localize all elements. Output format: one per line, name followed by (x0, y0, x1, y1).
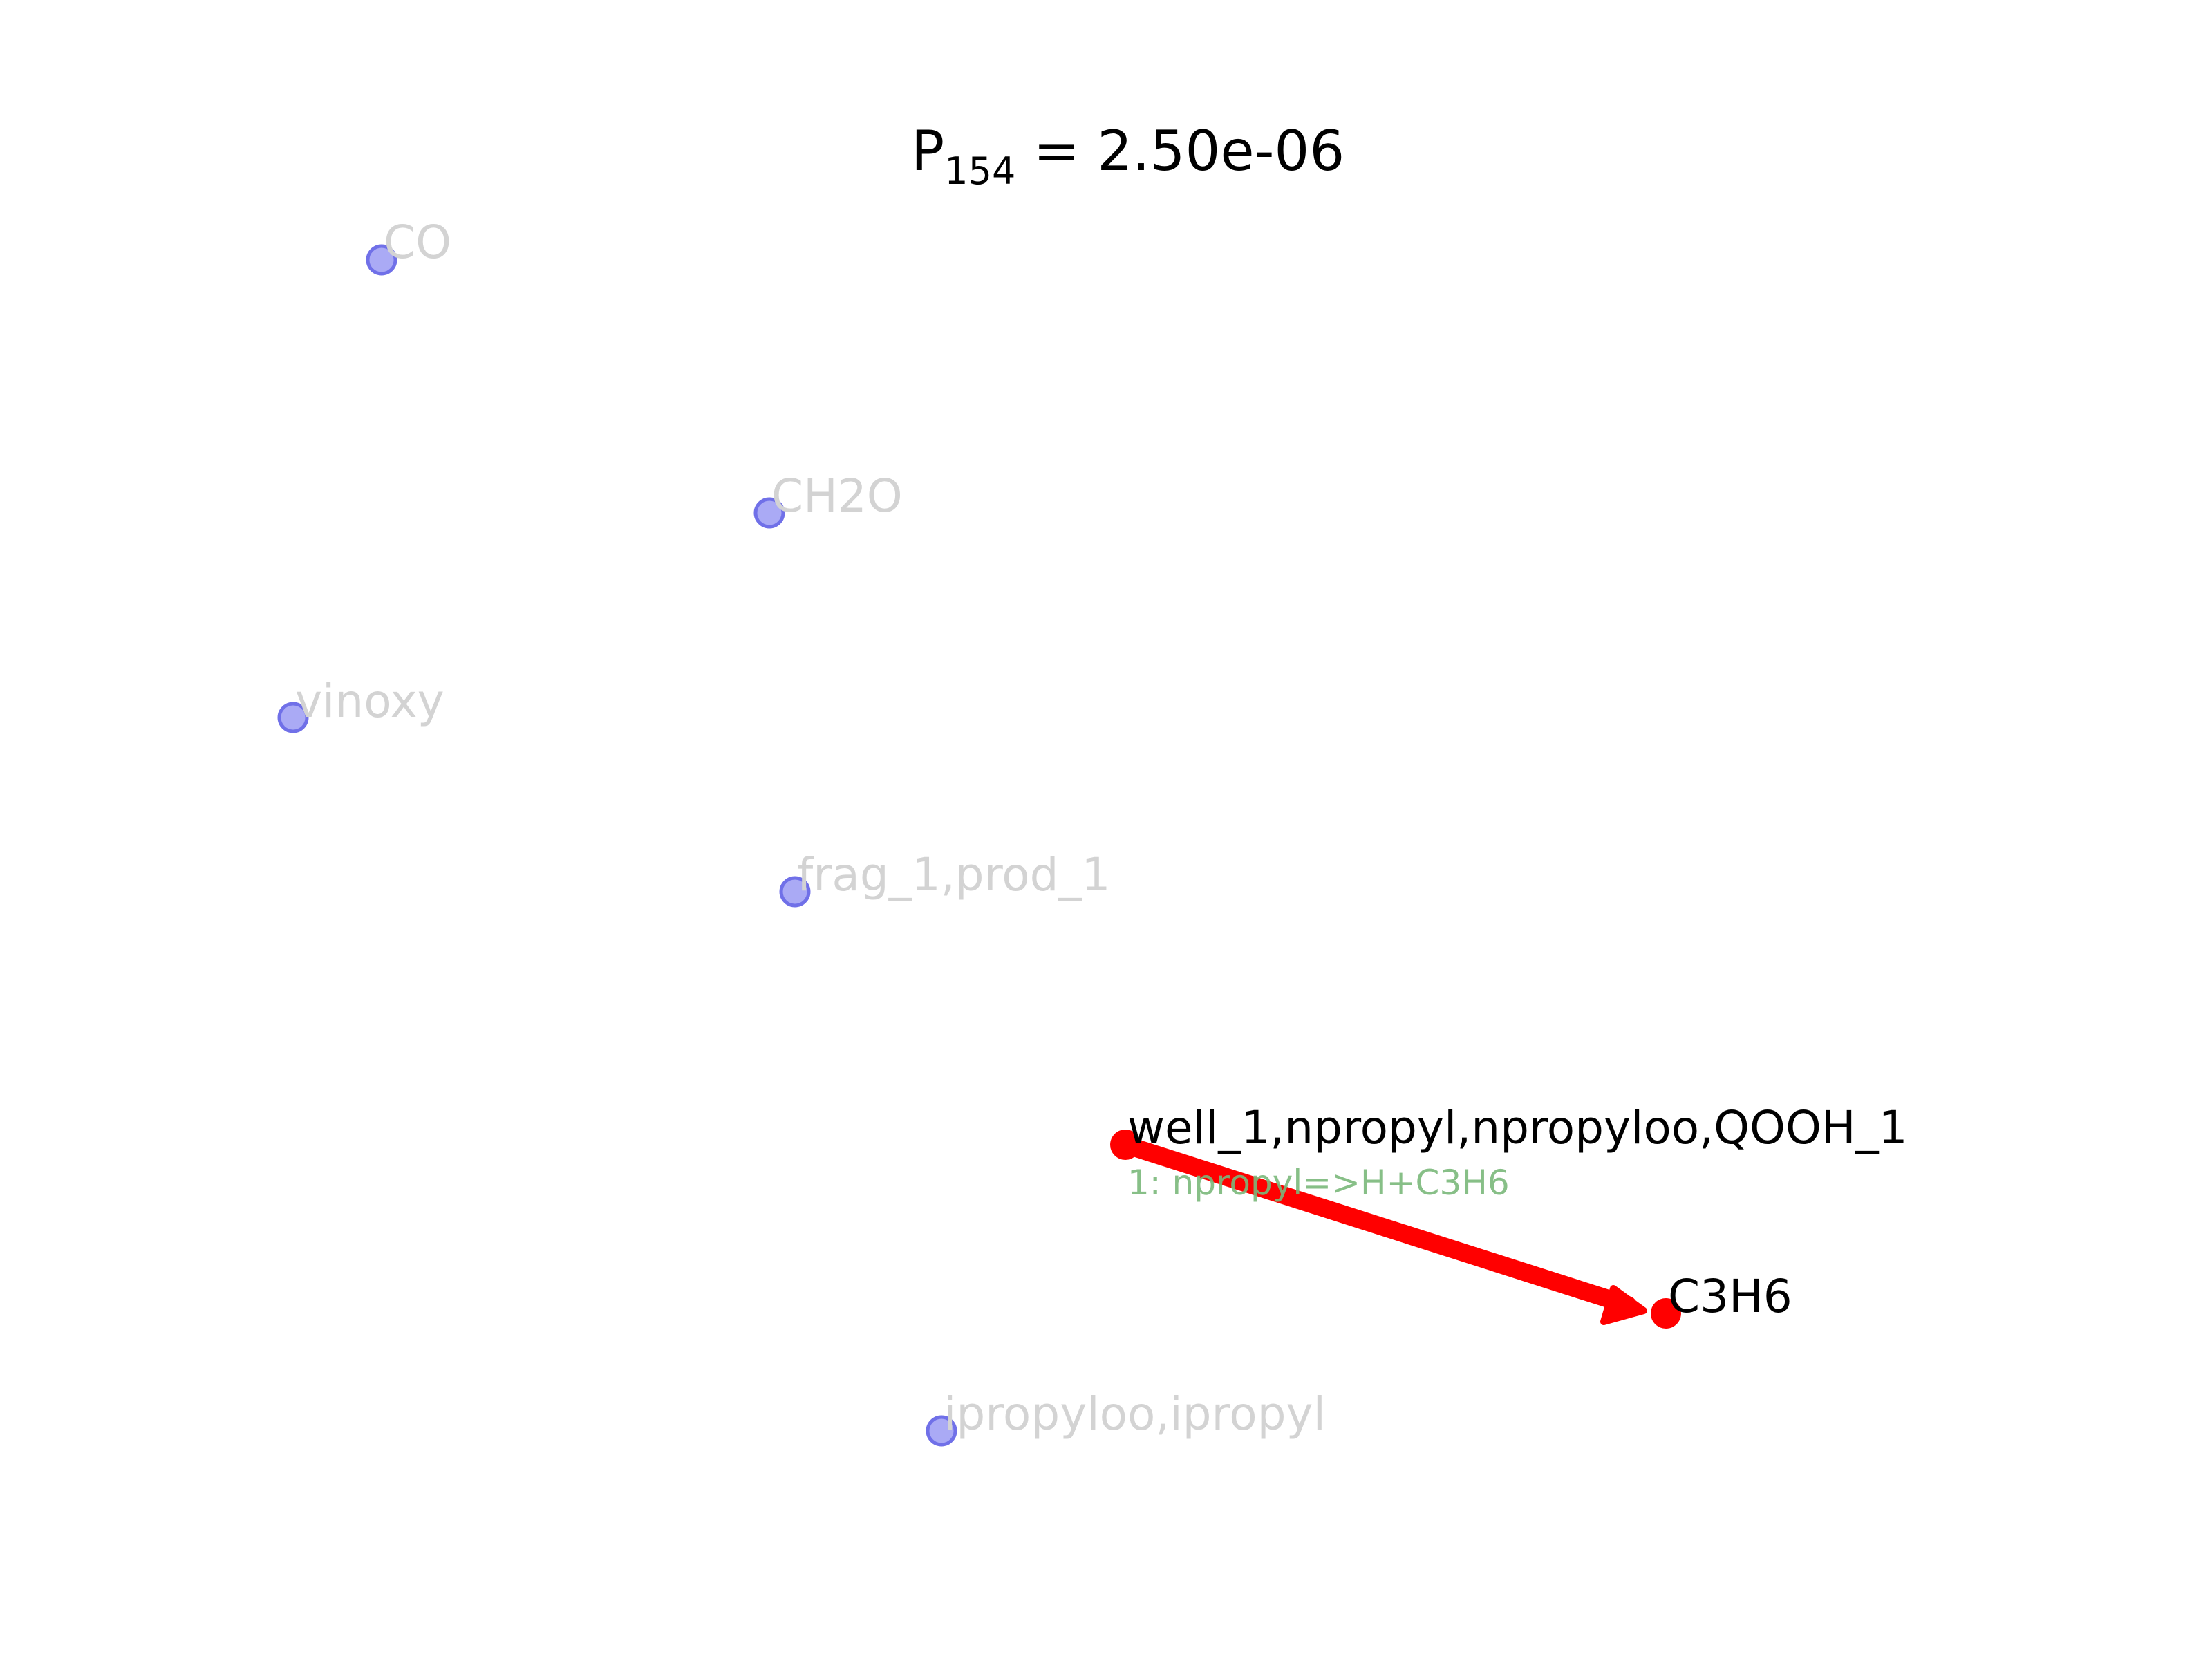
node-co[interactable]: CO (366, 216, 451, 276)
node-ipropyl[interactable]: ipropyloo,ipropyl (926, 1387, 1326, 1447)
node-label: vinoxy (295, 675, 444, 728)
node-well[interactable]: well_1,npropyl,npropyloo,QOOH_1 (1110, 1101, 1908, 1160)
node-vinoxy[interactable]: vinoxy (277, 675, 444, 733)
node-label: frag_1,prod_1 (797, 848, 1111, 901)
title-suffix: = 2.50e-06 (1015, 119, 1344, 183)
node-marker[interactable] (366, 244, 397, 276)
node-marker[interactable] (1651, 1298, 1681, 1329)
node-marker[interactable] (779, 876, 811, 908)
node-label: ipropyloo,ipropyl (944, 1387, 1326, 1441)
edge-label: 1: npropyl=>H+C3H6 (1127, 1163, 1510, 1203)
node-label: C3H6 (1668, 1270, 1792, 1323)
diagram-title: P154 = 2.50e-06 (911, 119, 1344, 193)
edge-well-to-c3h6 (1116, 1136, 1647, 1325)
node-marker[interactable] (926, 1415, 957, 1447)
node-label: CH2O (771, 469, 903, 523)
node-marker[interactable] (1110, 1130, 1141, 1160)
node-label: well_1,npropyl,npropyloo,QOOH_1 (1127, 1101, 1908, 1154)
node-marker[interactable] (277, 702, 309, 733)
node-ch2o[interactable]: CH2O (753, 469, 903, 529)
edge-arrow-head (1600, 1285, 1647, 1325)
node-frag[interactable]: frag_1,prod_1 (779, 848, 1111, 908)
node-label: CO (384, 216, 451, 269)
title-subscript: 154 (944, 149, 1015, 193)
node-c3h6[interactable]: C3H6 (1651, 1270, 1792, 1329)
edge-arrow-line (1116, 1136, 1637, 1314)
node-marker[interactable] (753, 497, 785, 529)
title-prefix: P (911, 119, 944, 183)
